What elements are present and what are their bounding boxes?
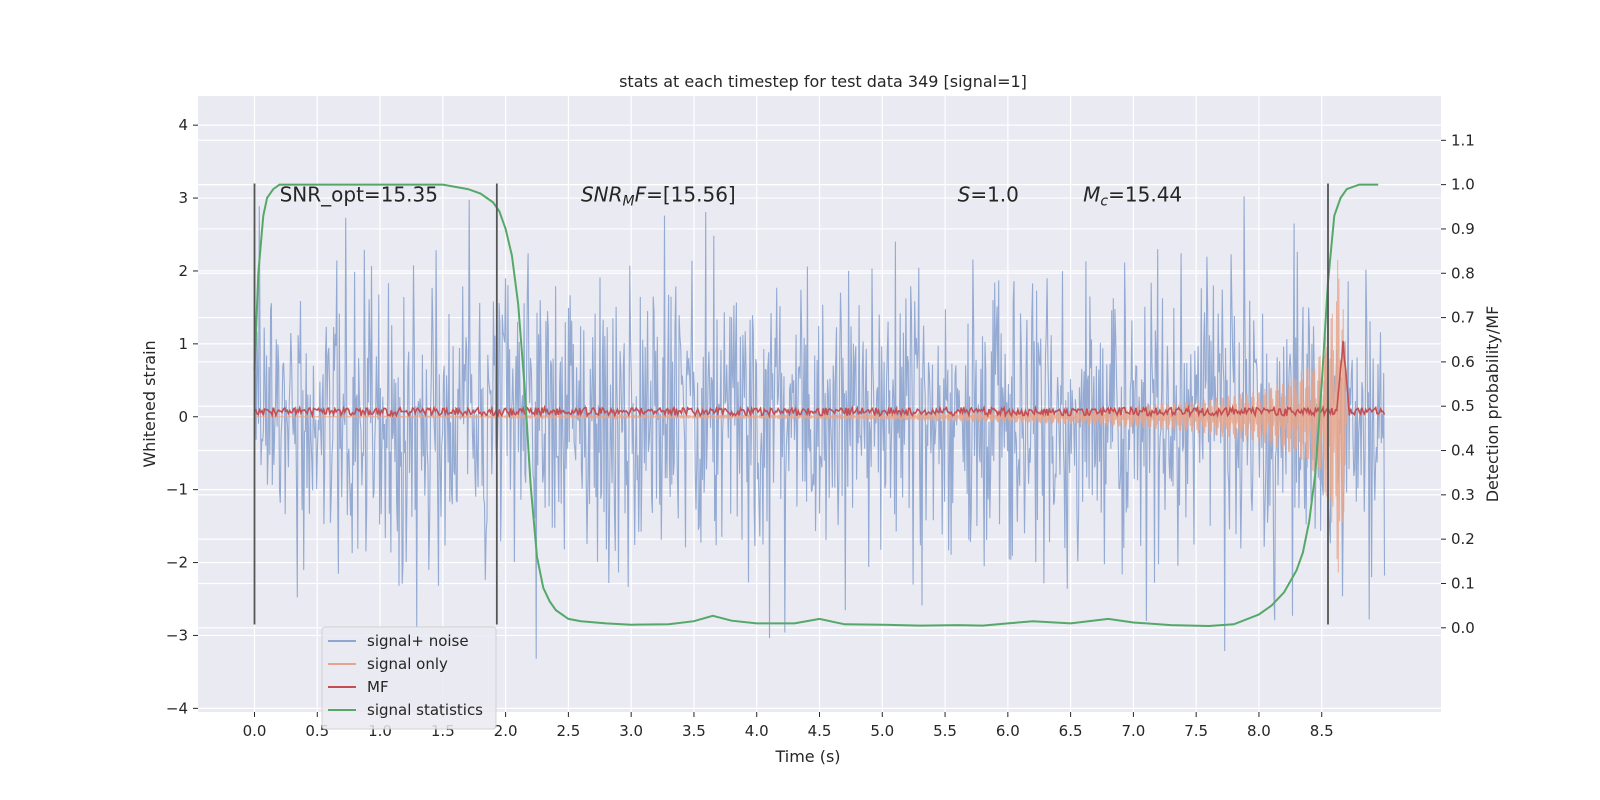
- y-tick-label: 4: [178, 116, 188, 134]
- y2-tick-label: 0.8: [1451, 264, 1475, 282]
- plot-area: [253, 183, 1386, 659]
- series-signal-only: [254, 259, 1348, 573]
- chart-title: stats at each timestep for test data 349…: [619, 72, 1027, 91]
- annotation-1: SNRMF=[15.56]: [581, 182, 736, 209]
- x-tick-label: 3.0: [619, 722, 643, 740]
- x-tick-label: 2.0: [494, 722, 518, 740]
- legend-label: MF: [367, 678, 389, 696]
- y-tick-label: −2: [166, 554, 188, 572]
- series-mf: [254, 340, 1386, 419]
- y2-tick-label: 0.0: [1451, 619, 1475, 637]
- legend: signal+ noise signal only MF signal statist…: [321, 626, 497, 730]
- annotations: SNR_opt=15.35 SNRMF=[15.56] S=1.0 Mc=15.44: [280, 182, 1183, 209]
- x-tick-label: 0.0: [243, 722, 267, 740]
- y2-tick-label: 0.6: [1451, 353, 1475, 371]
- x-tick-label: 8.0: [1247, 722, 1271, 740]
- annotation-0: SNR_opt=15.35: [280, 182, 438, 206]
- series-signal-noise: [253, 196, 1386, 659]
- x-tick-label: 8.5: [1310, 722, 1334, 740]
- y2-tick-label: 0.2: [1451, 530, 1475, 548]
- axes: 0.0 0.5 1.0 1.5 2.0 2.5 3.0 3.5 4.0 4.5 5.0 5.5 6.0 6…: [166, 116, 1475, 740]
- x-tick-label: 5.0: [870, 722, 894, 740]
- y-tick-label: −3: [166, 626, 188, 644]
- legend-label: signal+ noise: [367, 632, 469, 650]
- y-tick-label: 0: [178, 408, 188, 426]
- y2-tick-label: 0.5: [1451, 397, 1475, 415]
- legend-box: [321, 626, 497, 730]
- x-tick-label: 2.5: [556, 722, 580, 740]
- y2-tick-label: 0.9: [1451, 220, 1475, 238]
- y2-axis-label: Detection probability/MF: [1483, 306, 1502, 503]
- y-tick-label: 2: [178, 262, 188, 280]
- x-tick-label: 7.5: [1184, 722, 1208, 740]
- x-tick-label: 4.5: [808, 722, 832, 740]
- y-tick-label: −4: [166, 699, 188, 717]
- y2-tick-label: 0.4: [1451, 442, 1475, 460]
- x-tick-label: 3.5: [682, 722, 706, 740]
- y-tick-label: −1: [166, 481, 188, 499]
- y2-tick-label: 0.1: [1451, 574, 1475, 592]
- x-tick-label: 7.0: [1121, 722, 1145, 740]
- legend-label: signal statistics: [367, 701, 483, 719]
- y-axis-label: Whitened strain: [140, 340, 159, 467]
- y-tick-label: 1: [178, 335, 188, 353]
- annotation-3: Mc=15.44: [1083, 182, 1182, 209]
- x-tick-label: 6.0: [996, 722, 1020, 740]
- y2-tick-label: 0.3: [1451, 486, 1475, 504]
- x-tick-label: 6.5: [1059, 722, 1083, 740]
- x-axis-label: Time (s): [774, 747, 840, 766]
- y2-tick-label: 1.1: [1451, 131, 1475, 149]
- x-tick-label: 4.0: [745, 722, 769, 740]
- legend-label: signal only: [367, 655, 448, 673]
- y2-tick-label: 0.7: [1451, 309, 1475, 327]
- y2-tick-label: 1.0: [1451, 176, 1475, 194]
- annotation-2: S=1.0: [958, 182, 1019, 206]
- y-tick-label: 3: [178, 189, 188, 207]
- series-signal-statistics: [253, 183, 1379, 628]
- x-tick-label: 5.5: [933, 722, 957, 740]
